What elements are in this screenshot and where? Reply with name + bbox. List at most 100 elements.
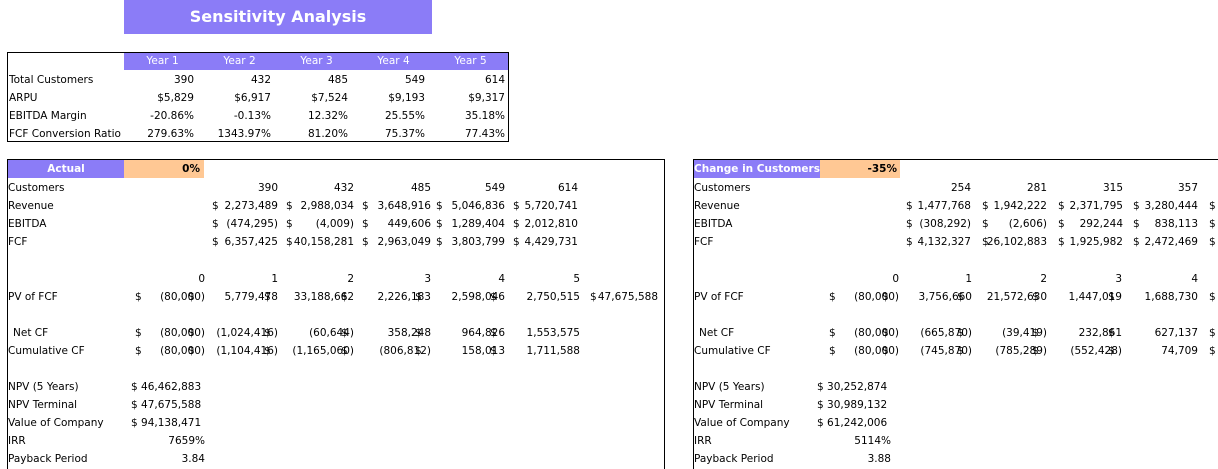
metric-value: 1,477,768 [917,200,971,212]
currency-symbol: $ [415,291,422,303]
period-number: 4 [1191,273,1198,285]
currency-symbol: $ [135,291,142,303]
currency-symbol: $ [513,236,520,248]
cum-value: 1,711,588 [526,345,580,357]
year-header: Year 2 [223,55,256,67]
currency-symbol: $ [490,327,497,339]
summary-value: 3.88 [867,453,891,465]
currency-symbol: $ [1032,291,1039,303]
page-title: Sensitivity Analysis [189,7,367,26]
summary-label: NPV Terminal [8,399,78,411]
assumption-value: -0.13% [233,110,271,122]
assumption-value: 279.63% [147,128,194,140]
period-number: 2 [347,273,354,285]
assumption-label: FCF Conversion Ratio [9,128,121,140]
assumption-value: 432 [250,74,271,86]
metric-label: FCF [694,236,714,248]
currency-symbol: $ [906,200,913,212]
pv-label: PV of FCF [694,291,744,303]
period-number: 5 [573,273,580,285]
currency-symbol: $ [1133,236,1140,248]
metric-value: 3,803,799 [451,236,505,248]
currency-symbol: $ [982,200,989,212]
currency-symbol: $ [490,345,497,357]
customers-value: 315 [1102,182,1123,194]
customers-value: 614 [557,182,578,194]
currency-symbol: $ [264,327,271,339]
net-value: 358,248 [387,327,431,339]
net-label: Net CF [13,327,49,339]
metric-value: 5,046,836 [451,200,505,212]
pv-value: 2,750,515 [526,291,580,303]
summary-value: $ 47,675,588 [131,399,202,411]
net-value: (80,000) [854,327,899,339]
pv-label: PV of FCF [8,291,58,303]
customers-value: 254 [950,182,971,194]
metric-value: 1,925,982 [1069,236,1123,248]
currency-symbol: $ [264,345,271,357]
net-value: (80,000) [160,327,205,339]
currency-symbol: $ [1058,236,1065,248]
currency-symbol: $ [1209,345,1216,357]
metric-value: 3,280,444 [1144,200,1198,212]
summary-value: $ 30,989,132 [817,399,888,411]
currency-symbol: $ [264,291,271,303]
assumption-value: 614 [484,74,505,86]
metric-label: EBITDA [694,218,733,230]
customers-value: 357 [1177,182,1198,194]
currency-symbol: $ [188,291,195,303]
currency-symbol: $ [415,327,422,339]
currency-symbol: $ [1108,345,1115,357]
currency-symbol: $ [982,236,989,248]
pv-value: 21,572,630 [986,291,1047,303]
currency-symbol: $ [906,218,913,230]
currency-symbol: $ [1133,200,1140,212]
summary-label: NPV (5 Years) [8,381,79,393]
currency-symbol: $ [286,236,293,248]
net-value: 627,137 [1154,327,1198,339]
summary-value: 5114% [854,435,891,447]
currency-symbol: $ [957,291,964,303]
cum-value: (806,812) [379,345,431,357]
cum-value: (1,104,416) [216,345,278,357]
summary-value: $ 94,138,471 [131,417,202,429]
change-header-label: Change in Customers [694,160,820,178]
net-value: (60,644) [309,327,354,339]
pv-value: (80,000) [160,291,205,303]
currency-symbol: $ [1058,200,1065,212]
year-header: Year 1 [146,55,179,67]
pv-value: 1,688,730 [1144,291,1198,303]
metric-value: 838,113 [1154,218,1198,230]
assumption-value: 35.18% [464,110,505,122]
customers-value: 390 [257,182,278,194]
period-number: 3 [1115,273,1122,285]
customers-label: Customers [694,182,751,194]
metric-value: (4,009) [315,218,354,230]
currency-symbol: $ [1032,345,1039,357]
summary-label: IRR [694,435,712,447]
assumption-value: 485 [327,74,348,86]
period-number: 1 [965,273,972,285]
assumption-label: ARPU [9,92,38,104]
metric-value: (474,295) [226,218,278,230]
assumptions-table: Year 1 Year 2 Year 3 Year 4 Year 5 Total Cust… [7,52,509,142]
period-number: 0 [892,273,899,285]
currency-symbol: $ [490,291,497,303]
assumption-value: 1343.97% [217,128,271,140]
currency-symbol: $ [362,200,369,212]
currency-symbol: $ [1209,200,1216,212]
currency-symbol: $ [1209,327,1216,339]
currency-symbol: $ [436,200,443,212]
summary-label: NPV (5 Years) [694,381,765,393]
currency-symbol: $ [829,327,836,339]
metric-value: 2,988,034 [300,200,354,212]
metric-value: 1,289,404 [451,218,505,230]
currency-symbol: $ [415,345,422,357]
currency-symbol: $ [957,327,964,339]
currency-symbol: $ [1058,218,1065,230]
cum-value: (80,000) [160,345,205,357]
actual-scenario-panel [7,159,665,469]
summary-value: 7659% [168,435,205,447]
currency-symbol: $ [829,291,836,303]
pv-value: 33,188,662 [293,291,354,303]
